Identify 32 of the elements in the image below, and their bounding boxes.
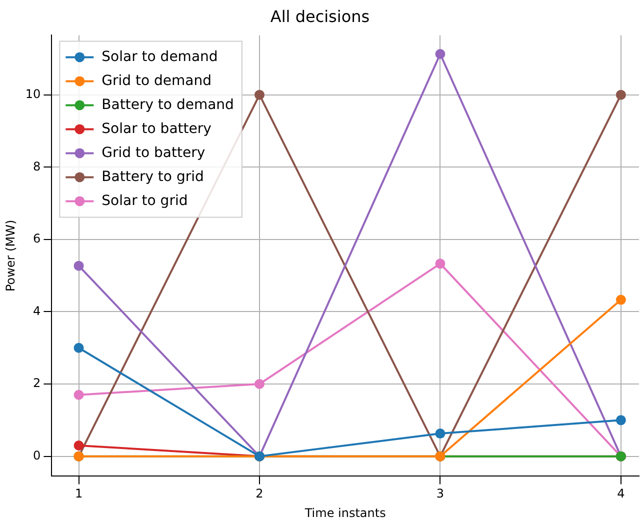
- chart-title: All decisions: [270, 6, 370, 26]
- point: [616, 90, 626, 100]
- point: [616, 294, 626, 305]
- legend-label: Grid to battery: [102, 144, 206, 161]
- point: [616, 415, 626, 426]
- x-tick-label: 2: [256, 486, 264, 501]
- point: [74, 342, 84, 353]
- point: [254, 379, 264, 390]
- y-axis-title: Power (MW): [3, 220, 18, 292]
- y-tick-label: 2: [33, 376, 41, 390]
- x-tick-label: 3: [436, 486, 444, 501]
- y-tick-label: 10: [25, 86, 41, 101]
- legend-label: Solar to battery: [102, 120, 212, 137]
- point: [254, 90, 264, 100]
- legend-label: Solar to demand: [102, 48, 218, 65]
- legend-label: Grid to demand: [102, 72, 212, 89]
- y-tick-label: 0: [33, 448, 41, 462]
- y-tick-label: 8: [33, 159, 41, 174]
- legend-label: Battery to demand: [102, 96, 234, 113]
- y-tick-label: 4: [33, 304, 41, 318]
- x-tick-label: 4: [617, 486, 625, 501]
- legend-label: Battery to grid: [102, 168, 204, 185]
- y-tick-label: 6: [33, 232, 41, 246]
- x-tick-label: 1: [74, 486, 83, 501]
- point: [74, 440, 84, 450]
- point: [435, 258, 446, 269]
- point: [435, 48, 446, 59]
- x-axis-title: Time instants: [304, 506, 386, 520]
- legend-label: Solar to grid: [102, 192, 188, 209]
- point: [74, 260, 84, 271]
- point: [435, 428, 446, 439]
- point: [74, 390, 84, 400]
